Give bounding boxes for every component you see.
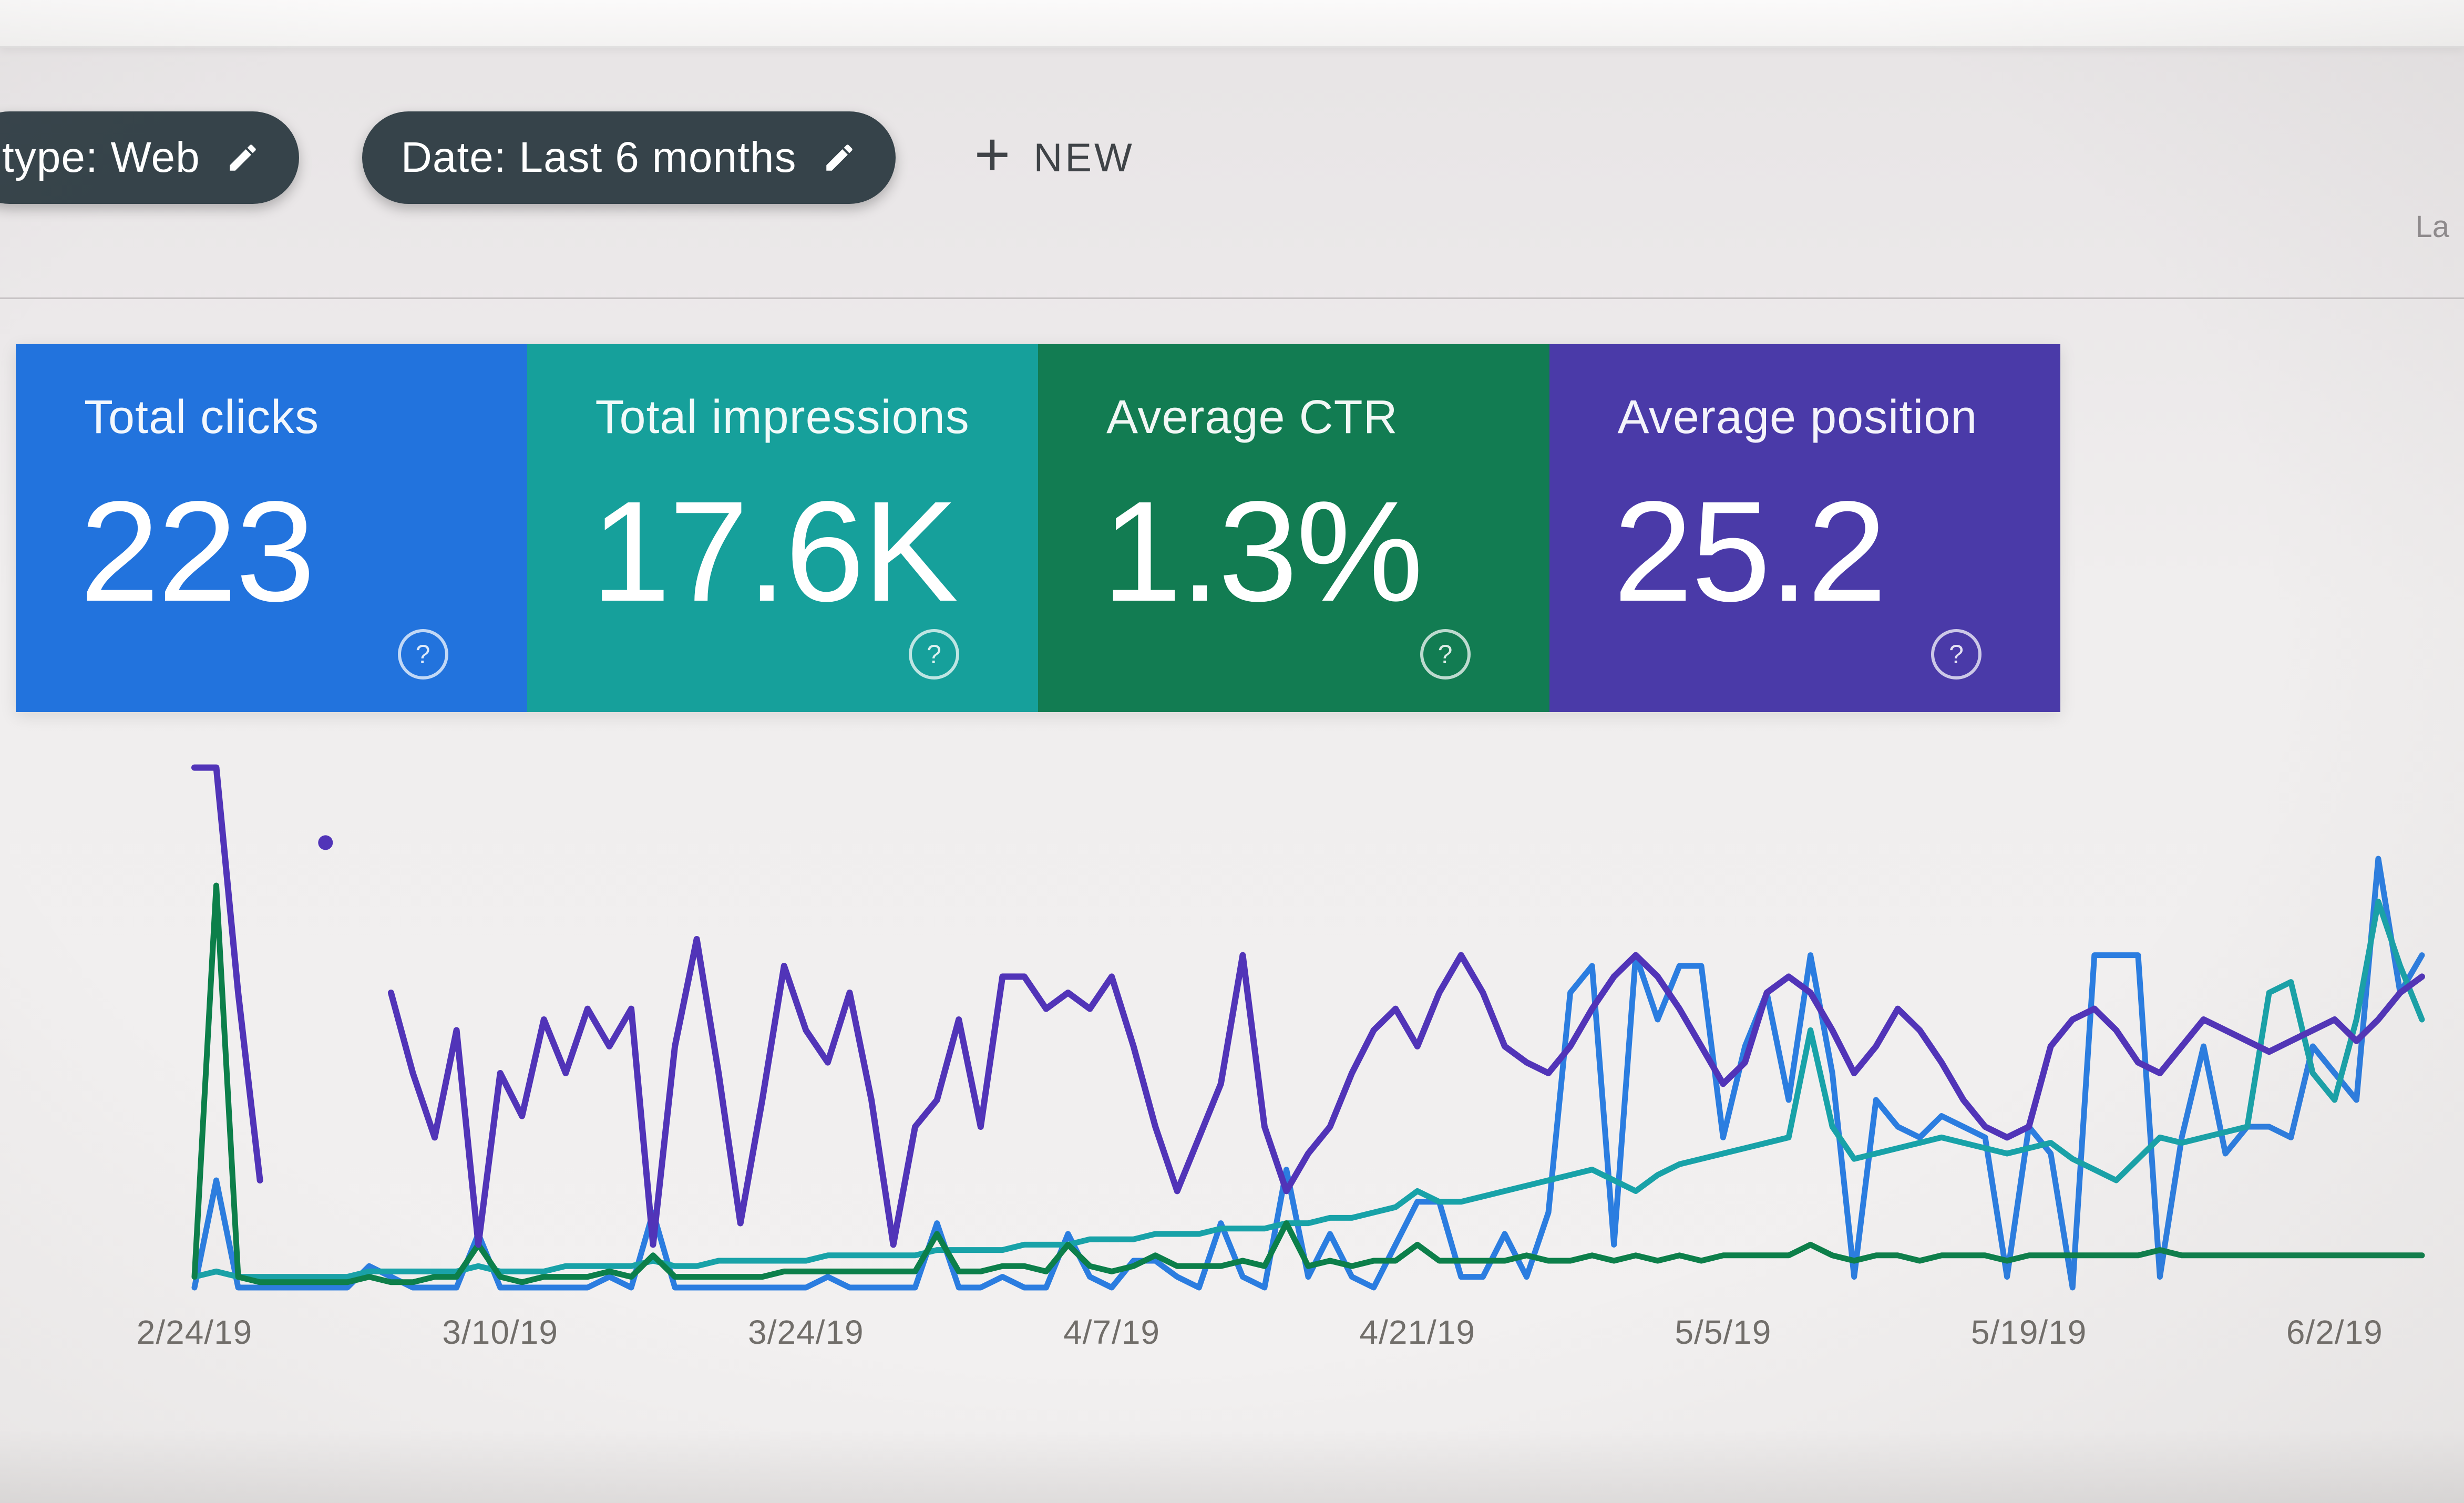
metric-card-total-impressions[interactable]: Total impressions 17.6K ? <box>527 344 1038 712</box>
metric-card-total-clicks[interactable]: Total clicks 223 ? <box>16 344 527 712</box>
filter-chip-date-range[interactable]: Date: Last 6 months <box>362 111 896 204</box>
help-icon[interactable]: ? <box>909 629 959 680</box>
filter-chip-search-type[interactable]: type: Web <box>0 111 299 204</box>
line-series-position <box>191 764 2425 1248</box>
metric-value: 223 <box>80 471 315 631</box>
metric-cards-row: Total clicks 223 ? Total impressions 17.… <box>16 344 2060 712</box>
plus-icon: + <box>974 120 1011 189</box>
filter-chip-label: Date: Last 6 months <box>401 133 797 181</box>
metric-value: 17.6K <box>591 471 959 631</box>
x-axis-tick-label: 5/19/19 <box>1970 1313 2087 1351</box>
metric-title: Average CTR <box>1106 391 1398 444</box>
toolbar-divider <box>0 297 2464 299</box>
window-top-strip <box>0 0 2464 48</box>
filter-chip-label: type: Web <box>2 133 200 181</box>
x-axis-tick-label: 3/10/19 <box>442 1313 558 1351</box>
line-series-ctr <box>191 882 2425 1285</box>
x-axis-tick-label: 2/24/19 <box>136 1313 253 1351</box>
metric-value: 25.2 <box>1613 471 1887 631</box>
x-axis-tick-label: 3/24/19 <box>748 1313 864 1351</box>
x-axis-labels: 2/24/19 3/10/19 3/24/19 4/7/19 4/21/19 5/5/19… <box>0 1313 2464 1360</box>
x-axis-tick-label: 5/5/19 <box>1675 1313 1772 1351</box>
edit-pencil-icon[interactable] <box>225 140 260 175</box>
isolated-point-position <box>318 835 333 850</box>
edit-pencil-icon[interactable] <box>822 140 857 175</box>
line-series-impressions <box>191 899 2425 1280</box>
help-icon[interactable]: ? <box>1420 629 1471 680</box>
metric-card-average-position[interactable]: Average position 25.2 ? <box>1549 344 2060 712</box>
metric-title: Total clicks <box>84 391 320 444</box>
metric-card-average-ctr[interactable]: Average CTR 1.3% ? <box>1038 344 1549 712</box>
x-axis-tick-label: 4/7/19 <box>1063 1313 1161 1351</box>
metric-title: Total impressions <box>595 391 970 444</box>
photo-bottom-shade <box>0 1429 2464 1503</box>
metric-value: 1.3% <box>1102 471 1423 631</box>
x-axis-tick-label: 4/21/19 <box>1359 1313 1475 1351</box>
truncated-last-updated-text: La <box>2415 210 2449 244</box>
new-filter-button[interactable]: + NEW <box>974 123 1135 189</box>
performance-line-chart <box>191 764 2425 1291</box>
filter-toolbar: type: Web Date: Last 6 months + NEW <box>0 105 2464 210</box>
line-series-clicks <box>191 856 2425 1291</box>
help-icon[interactable]: ? <box>397 629 448 680</box>
metric-title: Average position <box>1617 391 1978 444</box>
x-axis-tick-label: 6/2/19 <box>2286 1313 2383 1351</box>
help-icon[interactable]: ? <box>1931 629 1982 680</box>
new-filter-label: NEW <box>1033 135 1135 180</box>
